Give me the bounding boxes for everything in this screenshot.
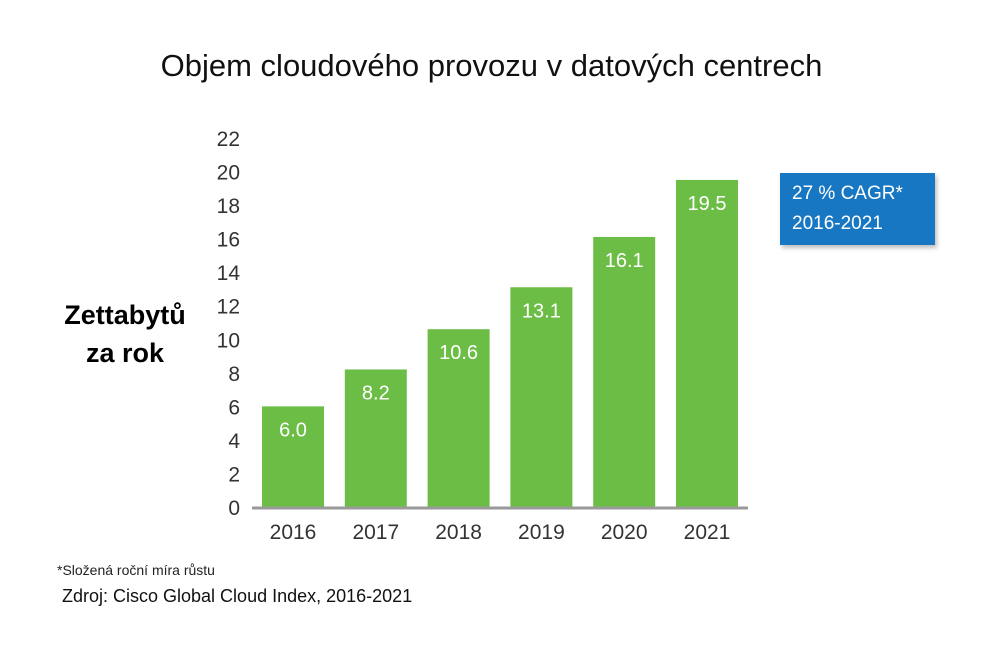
cagr-callout-line-1: 27 % CAGR* (792, 183, 903, 204)
bar-2018 (427, 329, 490, 507)
y-tick-label: 20 (217, 162, 240, 185)
chart-title: Objem cloudového provozu v datových cent… (160, 48, 823, 83)
x-tick-label: 2016 (270, 521, 317, 544)
x-tick-label: 2021 (684, 521, 731, 544)
bar-value-label: 6.0 (279, 419, 307, 441)
y-tick-label: 0 (228, 497, 240, 520)
x-tick-label: 2020 (601, 521, 648, 544)
bars: 6.0 8.2 10.6 13.1 16.1 19.5 (262, 179, 738, 507)
y-tick-label: 4 (228, 430, 240, 453)
bar-2019 (510, 287, 573, 507)
y-tick-label: 16 (217, 229, 240, 252)
bar-2021 (676, 179, 738, 507)
y-tick-label: 12 (217, 296, 240, 319)
y-tick-label: 2 (228, 463, 240, 486)
x-tick-label: 2019 (518, 521, 565, 544)
y-axis-label-line-1: Zettabytů (64, 300, 186, 330)
x-tick-label: 2018 (435, 521, 482, 544)
bar-2016 (262, 406, 324, 507)
bar-value-label: 8.2 (362, 382, 390, 404)
bar-value-label: 19.5 (688, 193, 727, 215)
bar-2020 (593, 236, 656, 507)
cagr-callout: 27 % CAGR* 2016-2021 (780, 173, 935, 245)
bar-value-label: 16.1 (605, 250, 644, 272)
y-tick-label: 18 (217, 195, 240, 218)
x-axis-ticks: 2016 2017 2018 2019 2020 2021 (270, 521, 731, 544)
source-note: Zdroj: Cisco Global Cloud Index, 2016-20… (62, 586, 413, 606)
x-tick-label: 2017 (352, 521, 399, 544)
footnote: *Složená roční míra růstu (57, 562, 215, 578)
y-axis-ticks: 0 2 4 6 8 10 12 14 16 18 20 22 (217, 128, 241, 520)
cagr-callout-line-2: 2016-2021 (792, 213, 883, 234)
y-tick-label: 14 (217, 262, 241, 285)
y-tick-label: 10 (217, 329, 240, 352)
y-axis-label: Zettabytů za rok (40, 296, 210, 372)
bar-2017 (344, 369, 407, 507)
y-tick-label: 22 (217, 128, 240, 151)
y-tick-label: 8 (228, 363, 240, 386)
bar-value-label: 10.6 (439, 342, 478, 364)
y-axis-label-line-2: za rok (85, 338, 165, 368)
y-tick-label: 6 (228, 396, 240, 419)
bar-value-label: 13.1 (522, 300, 561, 322)
